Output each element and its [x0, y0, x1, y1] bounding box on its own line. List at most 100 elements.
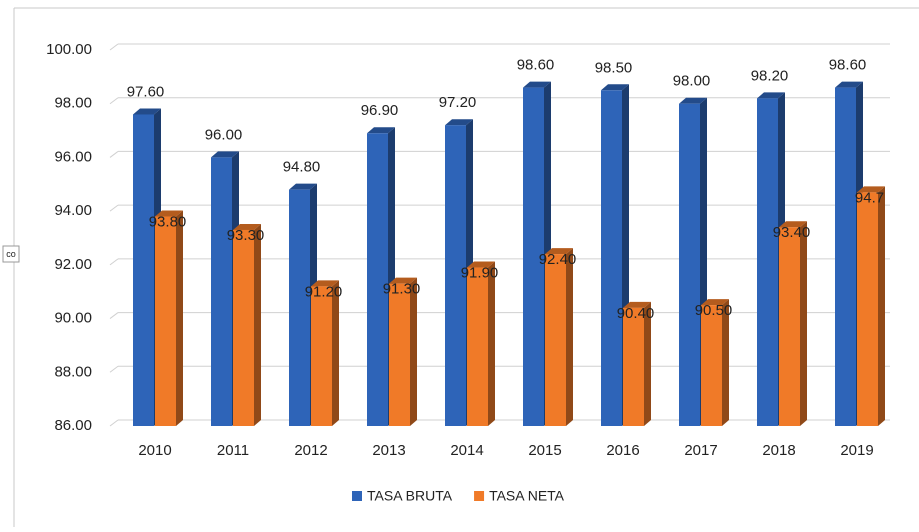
data-label: 91.90: [461, 265, 499, 282]
y-tick-label: 100.00: [46, 41, 92, 58]
x-tick-label: 2018: [762, 442, 795, 459]
data-label: 98.50: [595, 59, 633, 76]
grid-line-wall: [109, 43, 119, 51]
data-label: 96.00: [205, 126, 243, 143]
bar: [233, 229, 254, 426]
bar-side: [644, 301, 651, 426]
bar-top: [289, 183, 317, 190]
bar-top: [679, 97, 707, 104]
bar-side: [878, 186, 885, 426]
data-label: 91.20: [305, 283, 343, 300]
side-box: [2, 245, 20, 263]
bar-side: [254, 223, 261, 426]
bar-side: [566, 248, 573, 426]
grid-line-wall: [109, 97, 119, 105]
data-label: 93.30: [227, 227, 265, 244]
grid-line-wall: [109, 365, 119, 373]
bar-top: [311, 280, 339, 287]
data-label: 98.60: [517, 57, 555, 74]
x-tick-label: 2017: [684, 442, 717, 459]
bar-side: [722, 299, 729, 426]
y-tick-label: 98.00: [54, 95, 92, 112]
bar-top: [155, 210, 183, 217]
data-label: 98.00: [673, 73, 711, 90]
grid-line-wall: [109, 151, 119, 158]
bar: [601, 90, 622, 427]
data-label: 93.40: [773, 224, 811, 241]
bar-top: [445, 119, 473, 126]
bar: [757, 98, 778, 426]
bar: [289, 189, 310, 426]
bar: [133, 114, 154, 426]
y-tick-label: 86.00: [54, 417, 92, 434]
y-tick-label: 88.00: [54, 363, 92, 380]
bar-top: [623, 301, 651, 308]
bar-top: [779, 221, 807, 228]
y-tick-label: 90.00: [54, 310, 92, 327]
x-tick-label: 2010: [138, 442, 171, 459]
bar-top: [601, 84, 629, 91]
bar: [857, 192, 878, 426]
bar-top: [467, 261, 495, 268]
data-label: 96.90: [361, 102, 399, 119]
bar-top: [367, 127, 395, 134]
x-tick-label: 2011: [217, 442, 249, 459]
y-tick-label: 96.00: [54, 148, 92, 165]
bar-top: [523, 81, 551, 88]
bar-side: [488, 261, 495, 426]
y-tick-label: 92.00: [54, 256, 92, 273]
legend-swatch: [474, 491, 485, 501]
data-label: 90.50: [695, 302, 733, 319]
bar-top: [701, 299, 729, 306]
x-tick-label: 2012: [294, 442, 327, 459]
bar-top: [211, 151, 239, 158]
legend-label: TASA BRUTA: [367, 488, 453, 504]
bar: [445, 125, 466, 426]
bar: [701, 305, 722, 426]
bar-top: [545, 248, 573, 255]
data-label: 91.30: [383, 281, 421, 298]
bar-side: [410, 277, 417, 426]
data-label: 90.40: [617, 305, 655, 322]
bar: [779, 227, 800, 426]
data-label: 92.40: [539, 251, 577, 268]
bar-top: [857, 186, 885, 193]
bar-side: [332, 280, 339, 426]
bar-top: [757, 92, 785, 99]
x-tick-label: 2014: [450, 442, 483, 459]
side-label: co: [6, 249, 16, 259]
bar: [389, 283, 410, 426]
bar: [367, 133, 388, 426]
bar-top: [389, 277, 417, 284]
x-tick-label: 2019: [840, 442, 873, 459]
x-tick-label: 2016: [606, 442, 639, 459]
bar-side: [800, 221, 807, 426]
grid-line-wall: [109, 204, 119, 212]
bar-side: [176, 210, 183, 426]
bar: [311, 286, 332, 426]
grid-line-wall: [109, 419, 119, 427]
bar: [545, 254, 566, 426]
data-label: 97.20: [439, 94, 477, 111]
bar: [523, 87, 544, 426]
bar: [835, 87, 856, 426]
grid-line-wall: [109, 312, 119, 319]
data-label: 94.7: [855, 189, 884, 206]
data-label: 98.60: [829, 57, 867, 74]
bar: [155, 216, 176, 426]
bar-top: [835, 81, 863, 88]
y-tick-label: 94.00: [54, 202, 92, 219]
data-label: 94.80: [283, 159, 321, 176]
bar-top: [133, 108, 161, 115]
bar: [623, 307, 644, 426]
legend-swatch: [352, 491, 362, 501]
legend-label: TASA NETA: [489, 488, 565, 504]
bar: [467, 267, 488, 426]
bar-top: [233, 223, 261, 230]
bar: [211, 157, 232, 426]
data-label: 93.80: [149, 213, 187, 230]
grid-line-wall: [109, 258, 119, 266]
x-tick-label: 2015: [528, 442, 561, 459]
